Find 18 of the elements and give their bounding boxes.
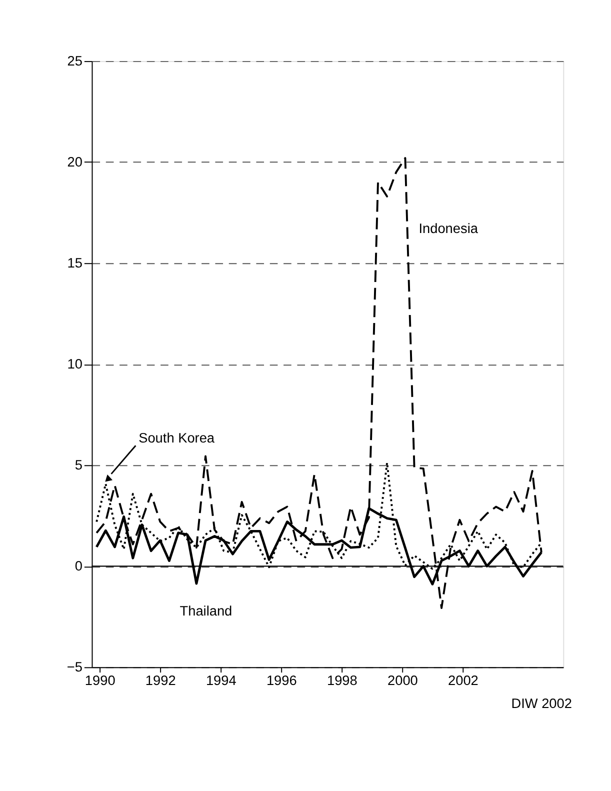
series-label: Thailand <box>180 603 232 618</box>
y-tick-label: 5 <box>74 458 83 473</box>
series-label: Indonesia <box>418 220 478 236</box>
x-tick-label: 2002 <box>448 673 478 688</box>
x-tick-label: 1996 <box>266 673 297 688</box>
y-tick-label: 20 <box>67 154 83 170</box>
x-tick-label: 1990 <box>84 673 116 688</box>
y-tick-label: 0 <box>74 558 83 574</box>
y-tick-label: −5 <box>66 660 83 675</box>
x-tick-label: 1992 <box>145 673 176 688</box>
x-tick-label: 1994 <box>206 673 237 688</box>
x-tick-label: 1998 <box>326 673 358 688</box>
y-tick-label: 25 <box>67 53 83 68</box>
text: South Korea <box>138 430 215 446</box>
text: DIW 2002 <box>511 696 572 712</box>
y-tick-label: 15 <box>67 255 83 270</box>
y-tick-label: 10 <box>67 356 83 372</box>
x-tick-label: 2000 <box>387 673 418 688</box>
